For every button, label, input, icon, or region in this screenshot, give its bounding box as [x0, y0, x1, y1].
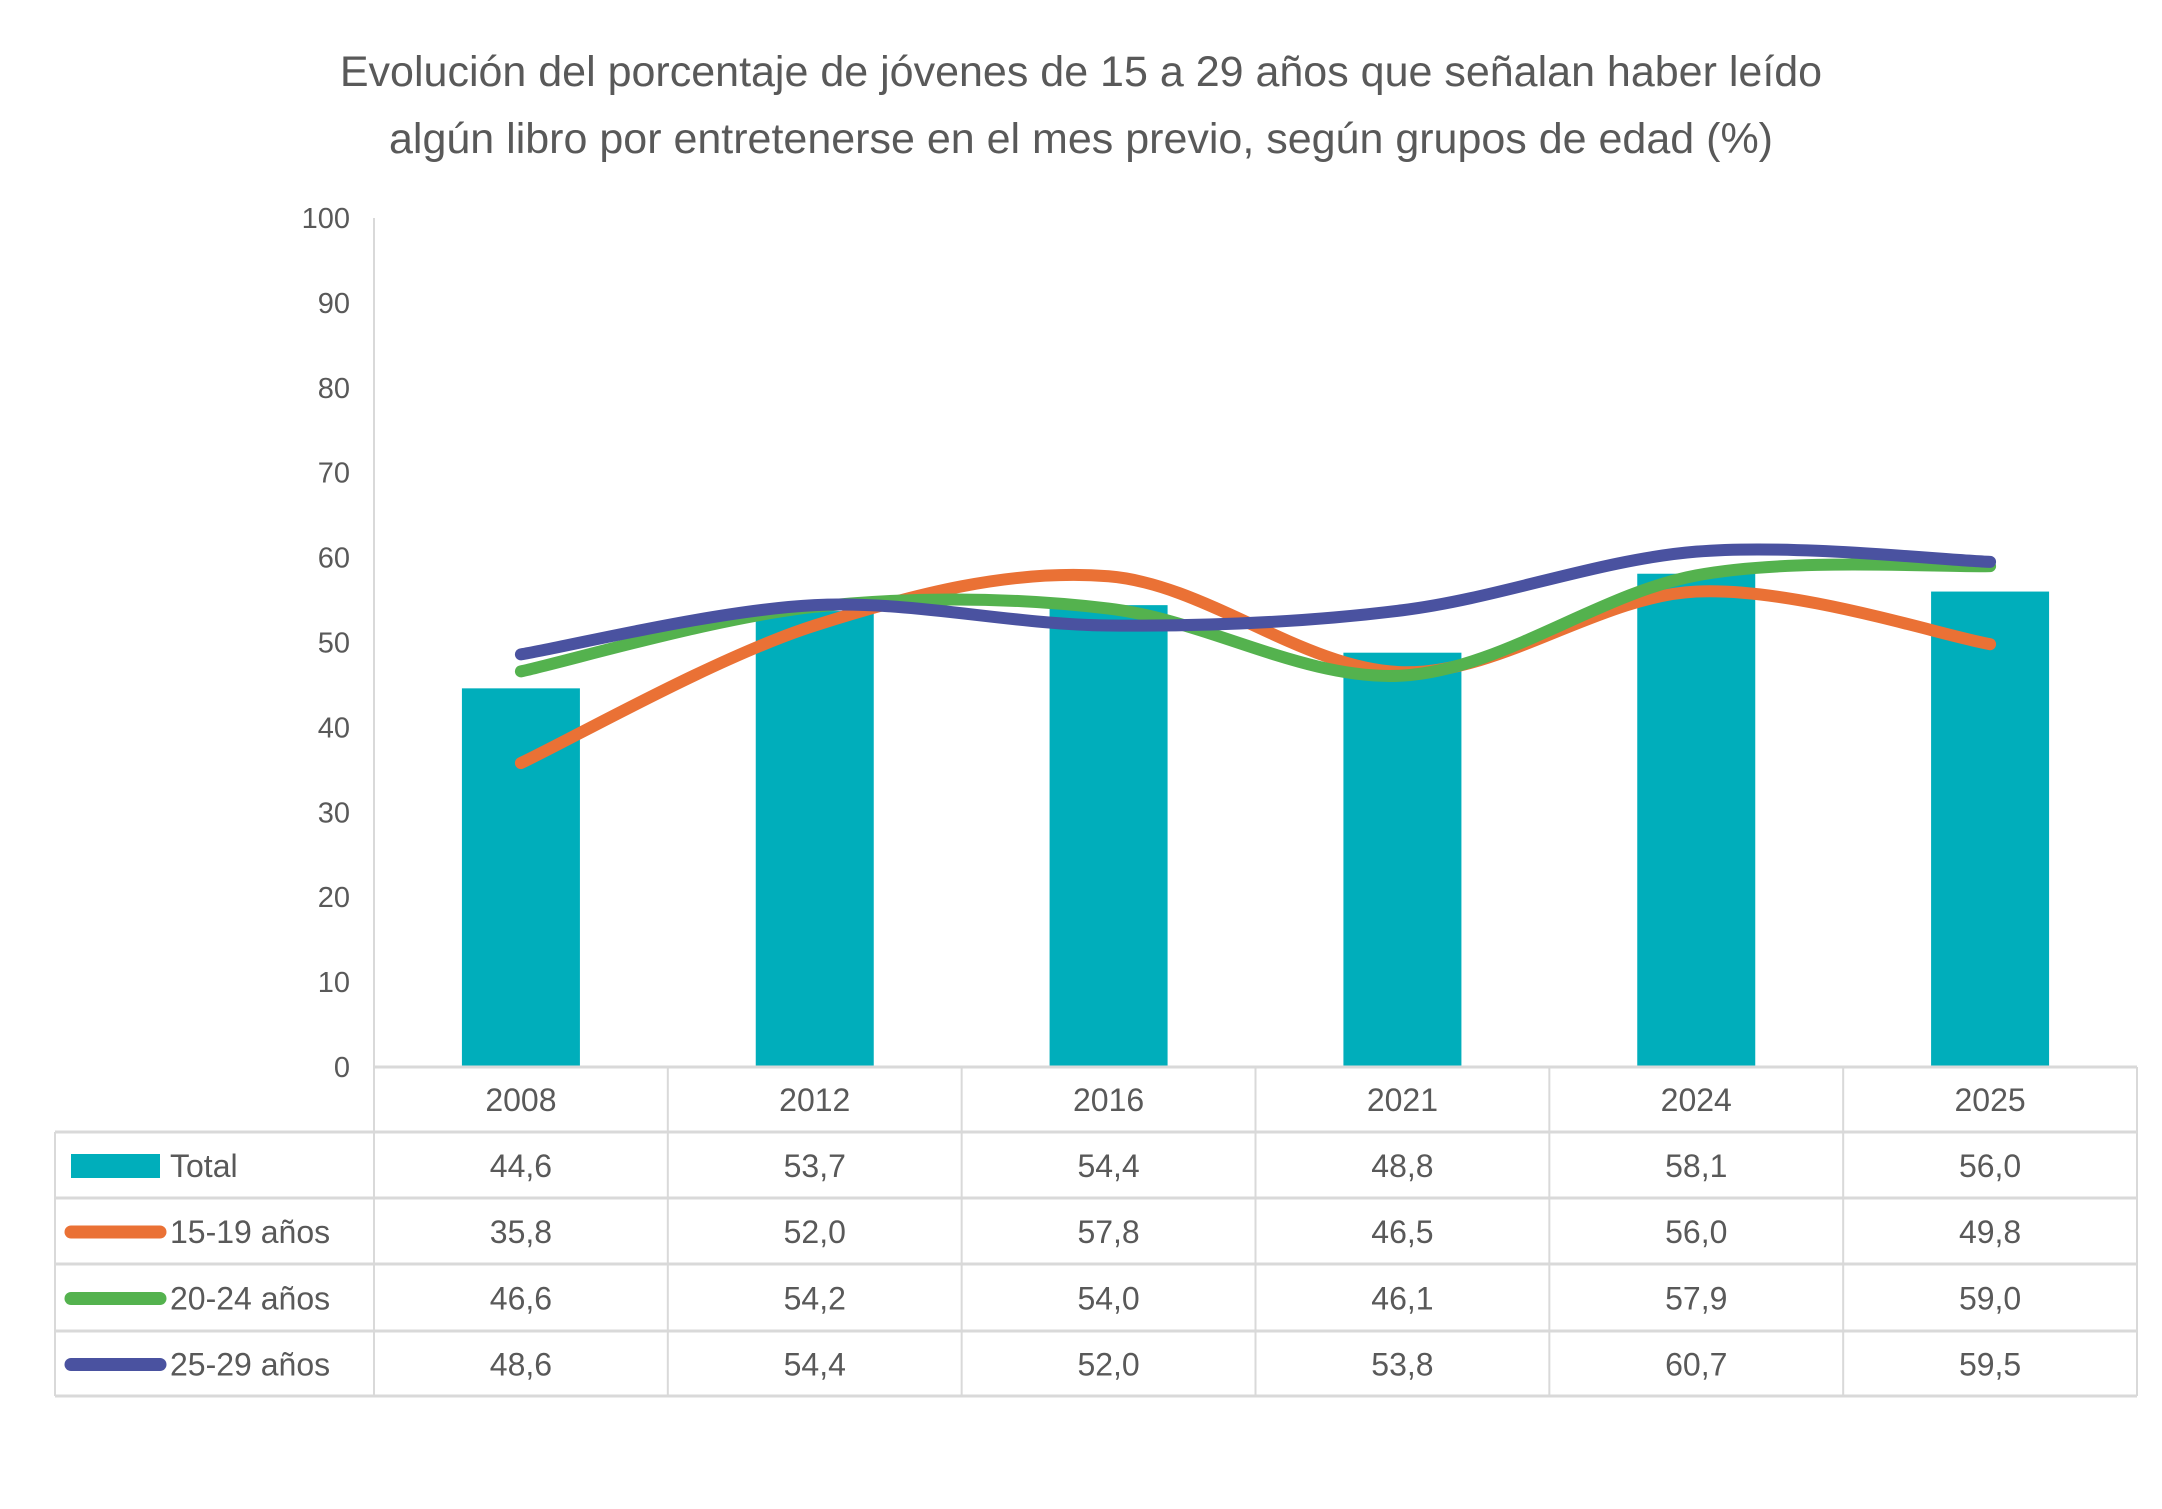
table-cell: 54,0	[1077, 1281, 1139, 1317]
legend-label: 20-24 años	[170, 1281, 330, 1317]
x-category-label: 2008	[485, 1082, 556, 1118]
table-cell: 52,0	[784, 1214, 846, 1250]
chart-title-line-1: Evolución del porcentaje de jóvenes de 1…	[340, 48, 1822, 96]
y-tick-label: 70	[318, 458, 350, 490]
table-cell: 54,2	[784, 1281, 846, 1317]
table-cell: 35,8	[490, 1214, 552, 1250]
table-cell: 58,1	[1665, 1148, 1727, 1184]
table-cell: 48,8	[1371, 1148, 1433, 1184]
table-cell: 56,0	[1959, 1148, 2021, 1184]
legend-label: 15-19 años	[170, 1214, 330, 1250]
table-cell: 46,1	[1371, 1281, 1433, 1317]
table-cell: 57,8	[1077, 1214, 1139, 1250]
line-15-19-años	[514, 568, 1997, 770]
table-cell: 57,9	[1665, 1281, 1727, 1317]
legend-key-bar	[71, 1154, 160, 1178]
x-category-label: 2021	[1367, 1082, 1438, 1118]
y-tick-label: 60	[318, 543, 350, 575]
legend-label: Total	[170, 1148, 238, 1184]
table-cell: 52,0	[1077, 1347, 1139, 1383]
x-category-label: 2024	[1661, 1082, 1732, 1118]
x-category-label: 2025	[1954, 1082, 2025, 1118]
y-tick-label: 90	[318, 288, 350, 320]
table-cell: 46,6	[490, 1281, 552, 1317]
y-tick-label: 10	[318, 967, 350, 999]
y-tick-label: 30	[318, 797, 350, 829]
y-tick-label: 20	[318, 882, 350, 914]
y-tick-label: 0	[334, 1052, 350, 1084]
table-cell: 56,0	[1665, 1214, 1727, 1250]
table-cell: 60,7	[1665, 1347, 1727, 1383]
table-cell: 59,0	[1959, 1281, 2021, 1317]
line-25-29-años	[514, 543, 1997, 661]
table-cell: 44,6	[490, 1148, 552, 1184]
bar-total-2016	[1049, 605, 1168, 1067]
bar-total-2008	[461, 688, 580, 1067]
bar-total-2024	[1637, 573, 1756, 1067]
table-cell: 53,7	[784, 1148, 846, 1184]
y-tick-label: 40	[318, 712, 350, 744]
table-cell: 48,6	[490, 1347, 552, 1383]
y-tick-label: 80	[318, 373, 350, 405]
table-cell: 53,8	[1371, 1347, 1433, 1383]
table-cell: 54,4	[1077, 1148, 1139, 1184]
x-category-label: 2012	[779, 1082, 850, 1118]
y-tick-label: 50	[318, 628, 350, 660]
legend-label: 25-29 años	[170, 1347, 330, 1383]
table-cell: 49,8	[1959, 1214, 2021, 1250]
bar-total-2021	[1343, 652, 1462, 1067]
table-cell: 46,5	[1371, 1214, 1433, 1250]
y-tick-label: 100	[302, 203, 350, 235]
x-category-label: 2016	[1073, 1082, 1144, 1118]
table-cell: 54,4	[784, 1347, 846, 1383]
bar-total-2025	[1931, 591, 2050, 1067]
table-cell: 59,5	[1959, 1347, 2021, 1383]
bar-total-2012	[755, 611, 874, 1067]
chart-title-line-2: algún libro por entretenerse en el mes p…	[389, 115, 1773, 163]
